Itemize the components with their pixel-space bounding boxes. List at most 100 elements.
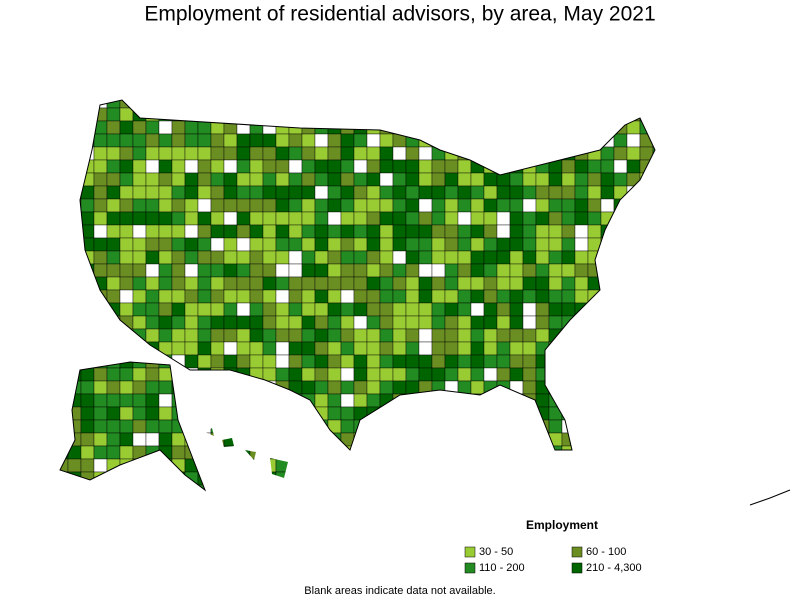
map-area [366, 328, 381, 343]
map-area [431, 211, 446, 226]
map-area [146, 498, 159, 511]
map-area [314, 133, 329, 148]
map-area [548, 484, 563, 490]
map-area [301, 367, 316, 382]
map-area [522, 211, 537, 226]
map-area [106, 159, 121, 174]
map-area [626, 393, 641, 408]
map-area [158, 315, 173, 330]
map-area [60, 120, 69, 135]
map-area [431, 471, 446, 486]
map-area [275, 276, 290, 291]
map-area [418, 432, 433, 447]
map-area [379, 367, 394, 382]
map-area [158, 159, 173, 174]
map-area [210, 100, 225, 109]
map-area [496, 250, 511, 265]
map-area [457, 133, 472, 148]
map-area [210, 302, 225, 317]
map-area [275, 263, 290, 278]
map-area [497, 498, 510, 511]
map-area [444, 289, 459, 304]
map-area [613, 224, 628, 239]
map-area [535, 133, 550, 148]
map-area [522, 276, 537, 291]
map-area [340, 367, 355, 382]
map-area [626, 367, 641, 382]
map-area [535, 172, 550, 187]
legend-swatch [464, 562, 476, 574]
map-area [93, 146, 108, 161]
map-area [158, 432, 173, 447]
map-area [314, 328, 329, 343]
map-area [132, 133, 147, 148]
map-area [171, 315, 186, 330]
map-area [483, 302, 498, 317]
map-area [67, 107, 82, 122]
map-area [327, 276, 342, 291]
map-area [431, 120, 446, 135]
map-area [197, 185, 212, 200]
map-area [198, 498, 211, 511]
map-area [366, 250, 381, 265]
map-area [301, 341, 316, 356]
map-area [470, 172, 485, 187]
map-area [262, 315, 277, 330]
map-area [457, 406, 472, 421]
map-area [223, 419, 238, 434]
map-area [171, 289, 186, 304]
map-area [93, 250, 108, 265]
map-area [613, 419, 628, 434]
map-area [67, 289, 82, 304]
map-area [171, 367, 186, 382]
map-area [470, 328, 485, 343]
map-area [184, 406, 199, 421]
map-area [457, 328, 472, 343]
map-area [574, 341, 589, 356]
map-area [613, 100, 628, 109]
map-area [184, 133, 199, 148]
map-area [184, 289, 199, 304]
map-area [210, 107, 225, 122]
map-area [457, 224, 472, 239]
map-area [509, 419, 524, 434]
map-area [419, 498, 432, 511]
map-area [210, 172, 225, 187]
map-area [301, 354, 316, 369]
map-area [301, 419, 316, 434]
map-area [626, 458, 641, 473]
map-area [587, 302, 602, 317]
map-area [353, 289, 368, 304]
map-area [509, 302, 524, 317]
map-area [145, 172, 160, 187]
map-area [132, 146, 147, 161]
map-area [106, 406, 121, 421]
map-area [262, 211, 277, 226]
map-area [457, 354, 472, 369]
map-area [171, 328, 186, 343]
map-area [67, 172, 82, 187]
map-area [106, 354, 121, 369]
map-area [158, 380, 173, 395]
map-area [652, 445, 655, 460]
map-area [301, 315, 316, 330]
map-area [275, 471, 290, 486]
map-area [119, 100, 134, 109]
map-area [93, 289, 108, 304]
map-area [574, 211, 589, 226]
map-area [366, 302, 381, 317]
map-area [392, 276, 407, 291]
map-area [197, 250, 212, 265]
map-area [639, 315, 654, 330]
map-title: Employment of residential advisors, by a… [144, 3, 655, 26]
map-area [197, 341, 212, 356]
map-area [249, 263, 264, 278]
map-area [353, 393, 368, 408]
map-area [535, 250, 550, 265]
map-area [314, 146, 329, 161]
map-area [288, 302, 303, 317]
map-area [353, 484, 368, 490]
map-area [392, 172, 407, 187]
map-area [197, 120, 212, 135]
map-area [60, 406, 69, 421]
